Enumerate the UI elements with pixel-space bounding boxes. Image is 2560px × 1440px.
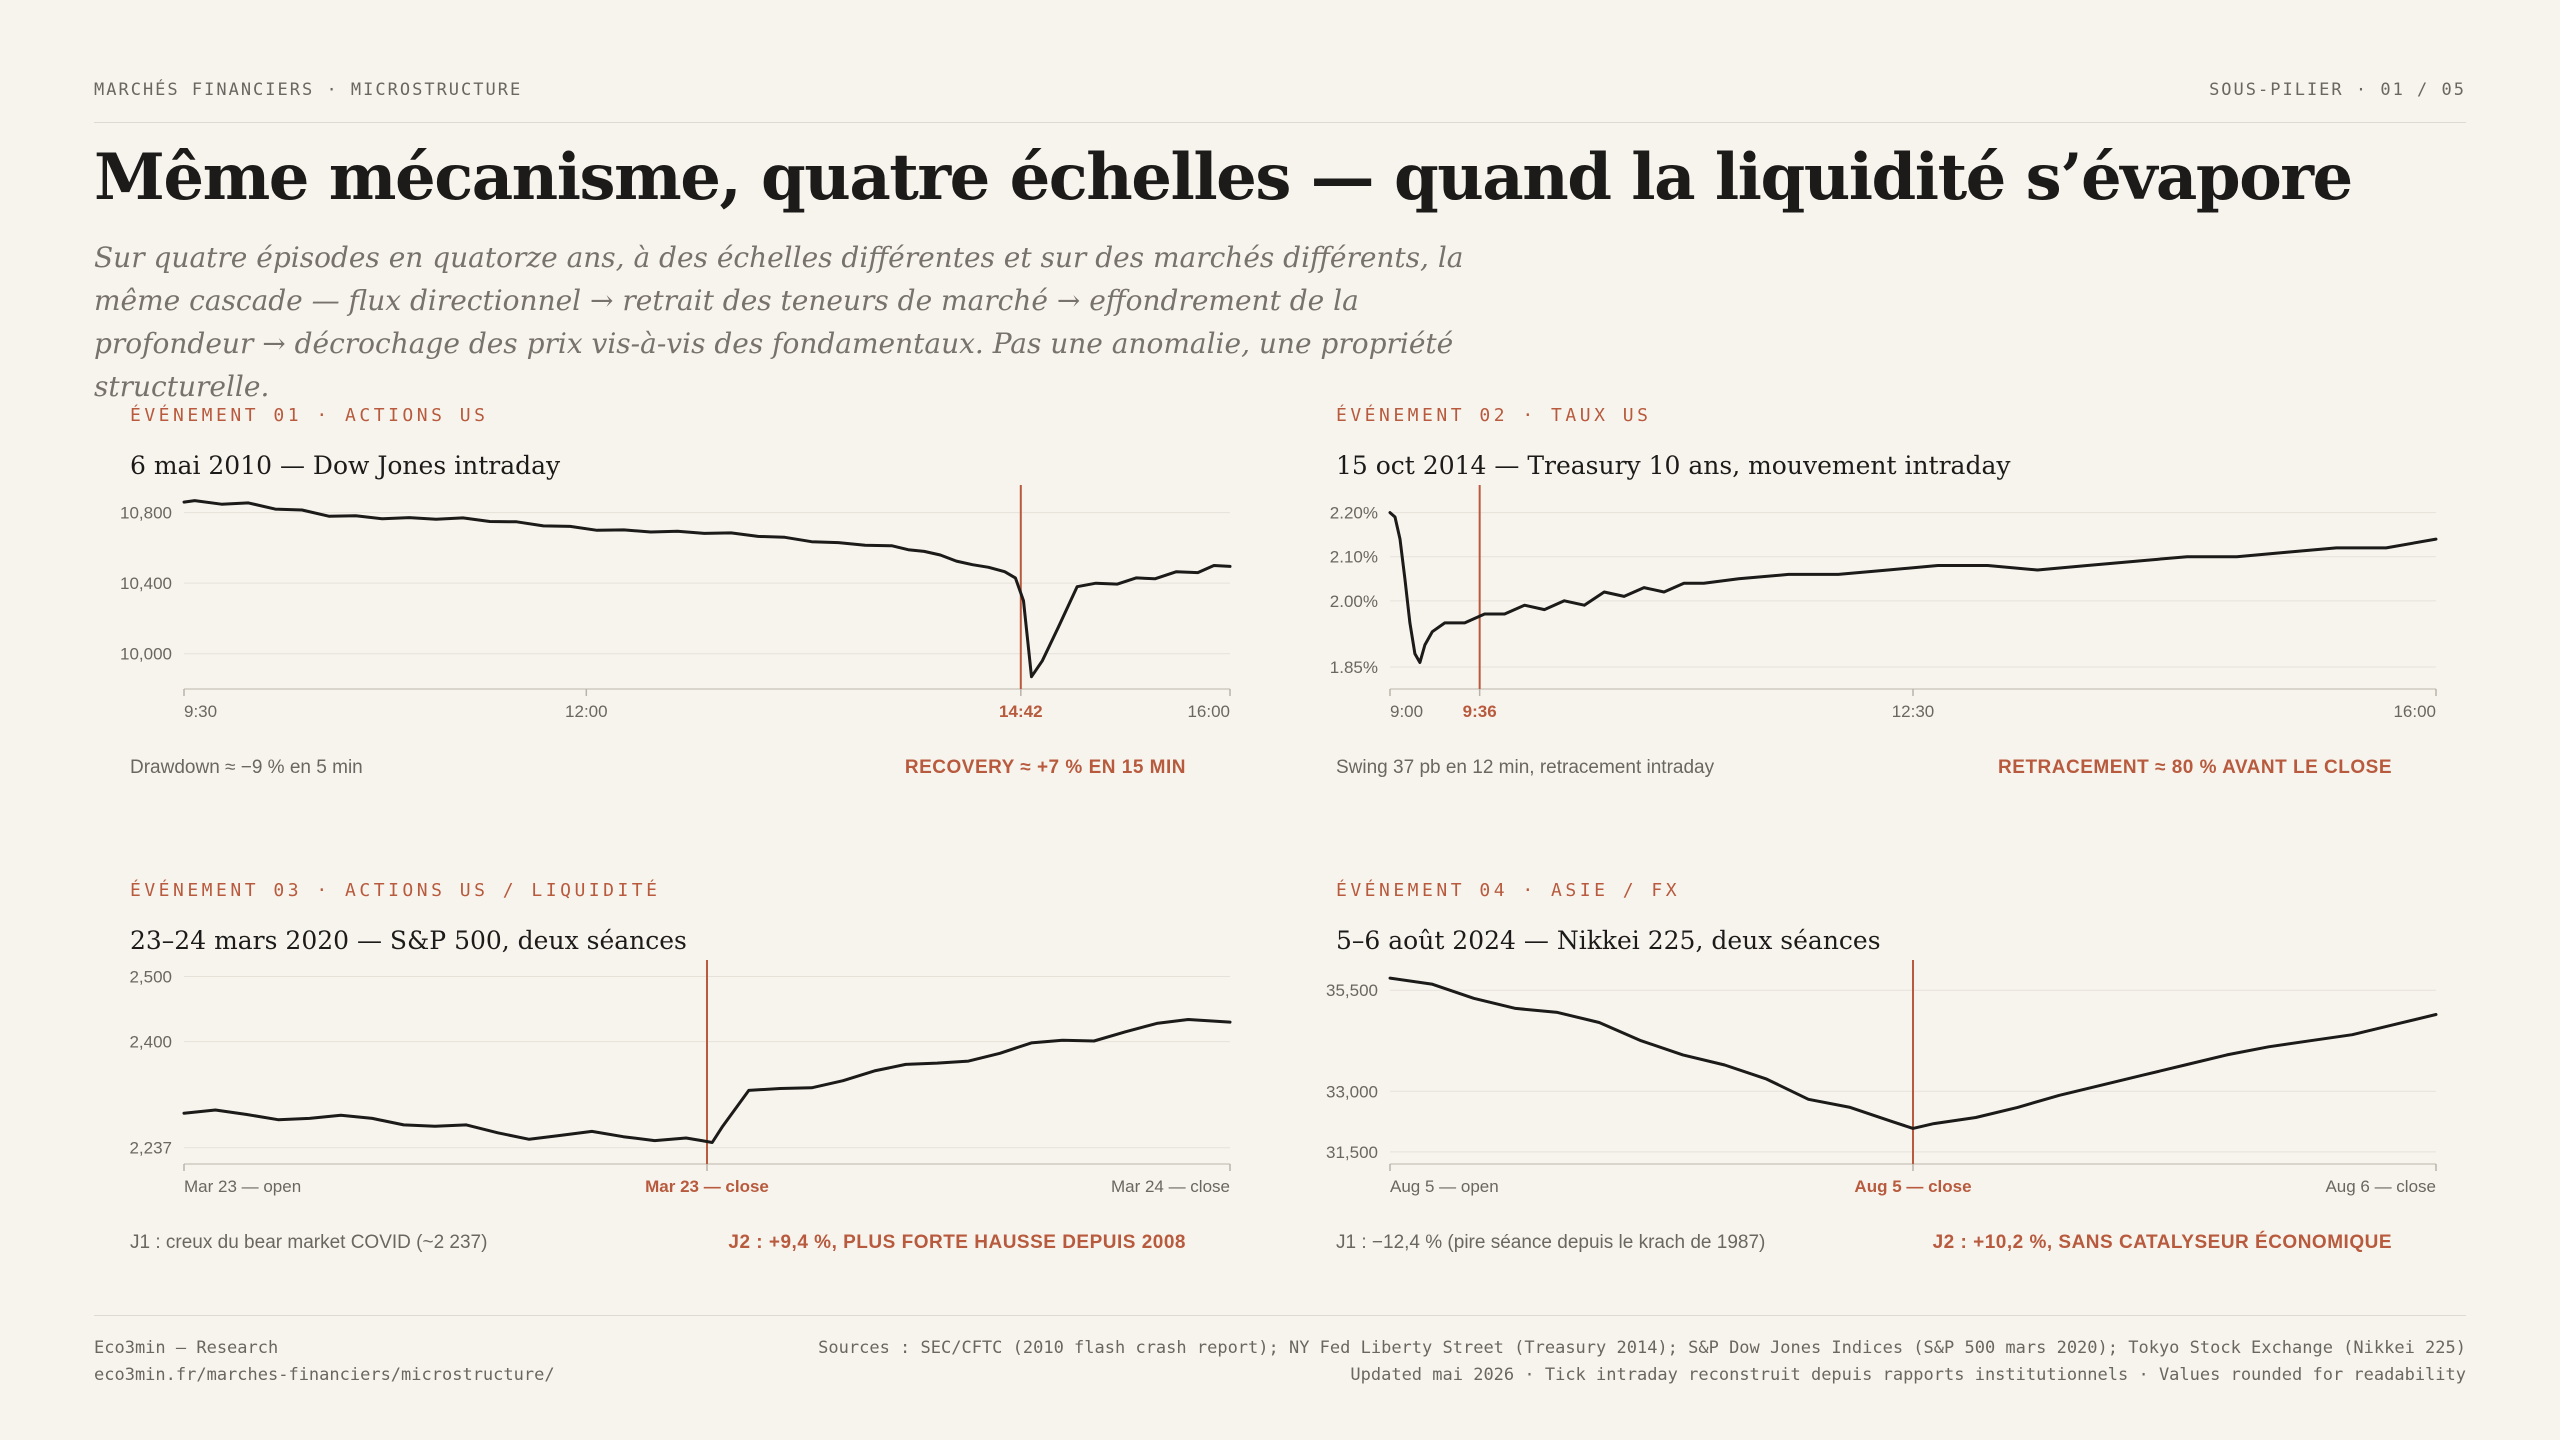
footer-sources: Sources : SEC/CFTC (2010 flash crash rep… [818, 1338, 2466, 1358]
x-tick-label: 9:00 [1390, 702, 1423, 721]
section-kicker: MARCHÉS FINANCIERS · MICROSTRUCTURE [94, 80, 523, 100]
footer-brand: Eco3min — Research [94, 1338, 279, 1358]
x-tick-label: Aug 5 — open [1390, 1177, 1499, 1196]
x-tick-label: 14:42 [999, 702, 1042, 721]
chart-panel-event-02: ÉVÉNEMENT 02 · TAUX US 15 oct 2014 — Tre… [1300, 405, 2438, 845]
line-chart: 2,237 2,400 2,500 Mar 23 — open Mar 23 — clo… [129, 960, 1232, 1196]
footer-sources-block: Sources : SEC/CFTC (2010 flash crash rep… [818, 1335, 2466, 1389]
series-line [182, 499, 1232, 679]
x-tick-label: 16:00 [1187, 702, 1230, 721]
series-line [1388, 976, 2438, 1130]
y-tick-label: 35,500 [1326, 981, 1378, 1000]
page-subtitle: Sur quatre épisodes en quatorze ans, à d… [94, 241, 1464, 403]
chart-note: Drawdown ≈ −9 % en 5 min [130, 757, 363, 778]
y-tick-label: 2.10% [1330, 548, 1378, 567]
y-tick-label: 33,000 [1326, 1082, 1378, 1101]
y-tick-label: 2.20% [1330, 504, 1378, 523]
y-tick-label: 2,237 [129, 1139, 172, 1158]
chart-panel-event-04: ÉVÉNEMENT 04 · ASIE / FX 5–6 août 2024 —… [1300, 880, 2438, 1320]
event-tag: ÉVÉNEMENT 01 · ACTIONS US [130, 405, 489, 426]
footer-updated: Updated mai 2026 · Tick intraday reconst… [1350, 1365, 2466, 1385]
line-chart: 31,500 33,000 35,500 Aug 5 — open Aug 5 — cl… [1326, 960, 2438, 1196]
event-tag: ÉVÉNEMENT 04 · ASIE / FX [1336, 880, 1681, 901]
chart-result: J2 : +10,2 %, SANS CATALYSEUR ÉCONOMIQUE [1932, 1232, 2392, 1253]
y-tick-label: 10,000 [120, 645, 172, 664]
x-tick-label: Mar 23 — open [184, 1177, 301, 1196]
chart-title: 15 oct 2014 — Treasury 10 ans, mouvement… [1336, 451, 2011, 480]
chart-title: 5–6 août 2024 — Nikkei 225, deux séances [1336, 926, 1881, 955]
x-tick-label: 12:30 [1892, 702, 1935, 721]
chart-result: RETRACEMENT ≈ 80 % AVANT LE CLOSE [1998, 757, 2392, 778]
y-tick-label: 2.00% [1330, 592, 1378, 611]
page-counter: SOUS-PILIER · 01 / 05 [2209, 80, 2466, 100]
chart-title: 6 mai 2010 — Dow Jones intraday [130, 451, 561, 480]
x-tick-label: 9:36 [1463, 702, 1497, 721]
y-tick-label: 2,500 [129, 968, 172, 987]
x-tick-label: Aug 5 — close [1854, 1177, 1971, 1196]
y-tick-label: 10,400 [120, 574, 172, 593]
chart-result: RECOVERY ≈ +7 % EN 15 MIN [904, 757, 1186, 778]
event-tag: ÉVÉNEMENT 03 · ACTIONS US / LIQUIDITÉ [130, 880, 661, 901]
event-tag: ÉVÉNEMENT 02 · TAUX US [1336, 405, 1652, 426]
y-tick-label: 10,800 [120, 504, 172, 523]
line-chart: 1.85% 2.00% 2.10% 2.20% 9:00 9:36 12:30 16:00 [1330, 485, 2438, 721]
chart-note: J1 : −12,4 % (pire séance depuis le krac… [1336, 1232, 1766, 1253]
chart-panel-event-03: ÉVÉNEMENT 03 · ACTIONS US / LIQUIDITÉ 23… [94, 880, 1232, 1320]
x-tick-label: 9:30 [184, 702, 217, 721]
x-tick-label: Mar 24 — close [1111, 1177, 1230, 1196]
series-line [1388, 511, 2438, 664]
y-tick-label: 1.85% [1330, 658, 1378, 677]
page-title: Même mécanisme, quatre échelles — quand … [94, 140, 2353, 215]
chart-title: 23–24 mars 2020 — S&P 500, deux séances [130, 926, 687, 955]
chart-result: J2 : +9,4 %, PLUS FORTE HAUSSE DEPUIS 20… [728, 1232, 1186, 1253]
y-tick-label: 31,500 [1326, 1143, 1378, 1162]
series-line [182, 1018, 1232, 1144]
chart-note: J1 : creux du bear market COVID (~2 237) [130, 1232, 488, 1253]
x-tick-label: 12:00 [565, 702, 608, 721]
x-tick-label: 16:00 [2393, 702, 2436, 721]
footer-url: eco3min.fr/marches-financiers/microstruc… [94, 1365, 555, 1385]
footer-brand-block: Eco3min — Research eco3min.fr/marches-fi… [94, 1335, 555, 1389]
x-tick-label: Mar 23 — close [645, 1177, 769, 1196]
x-tick-label: Aug 6 — close [2325, 1177, 2436, 1196]
chart-note: Swing 37 pb en 12 min, retracement intra… [1336, 757, 1715, 778]
chart-panel-event-01: ÉVÉNEMENT 01 · ACTIONS US 6 mai 2010 — D… [94, 405, 1232, 845]
footer-divider [94, 1315, 2466, 1316]
y-tick-label: 2,400 [129, 1033, 172, 1052]
header-divider [94, 122, 2466, 123]
line-chart: 10,000 10,400 10,800 9:30 12:00 14:42 16:00 [120, 485, 1232, 721]
